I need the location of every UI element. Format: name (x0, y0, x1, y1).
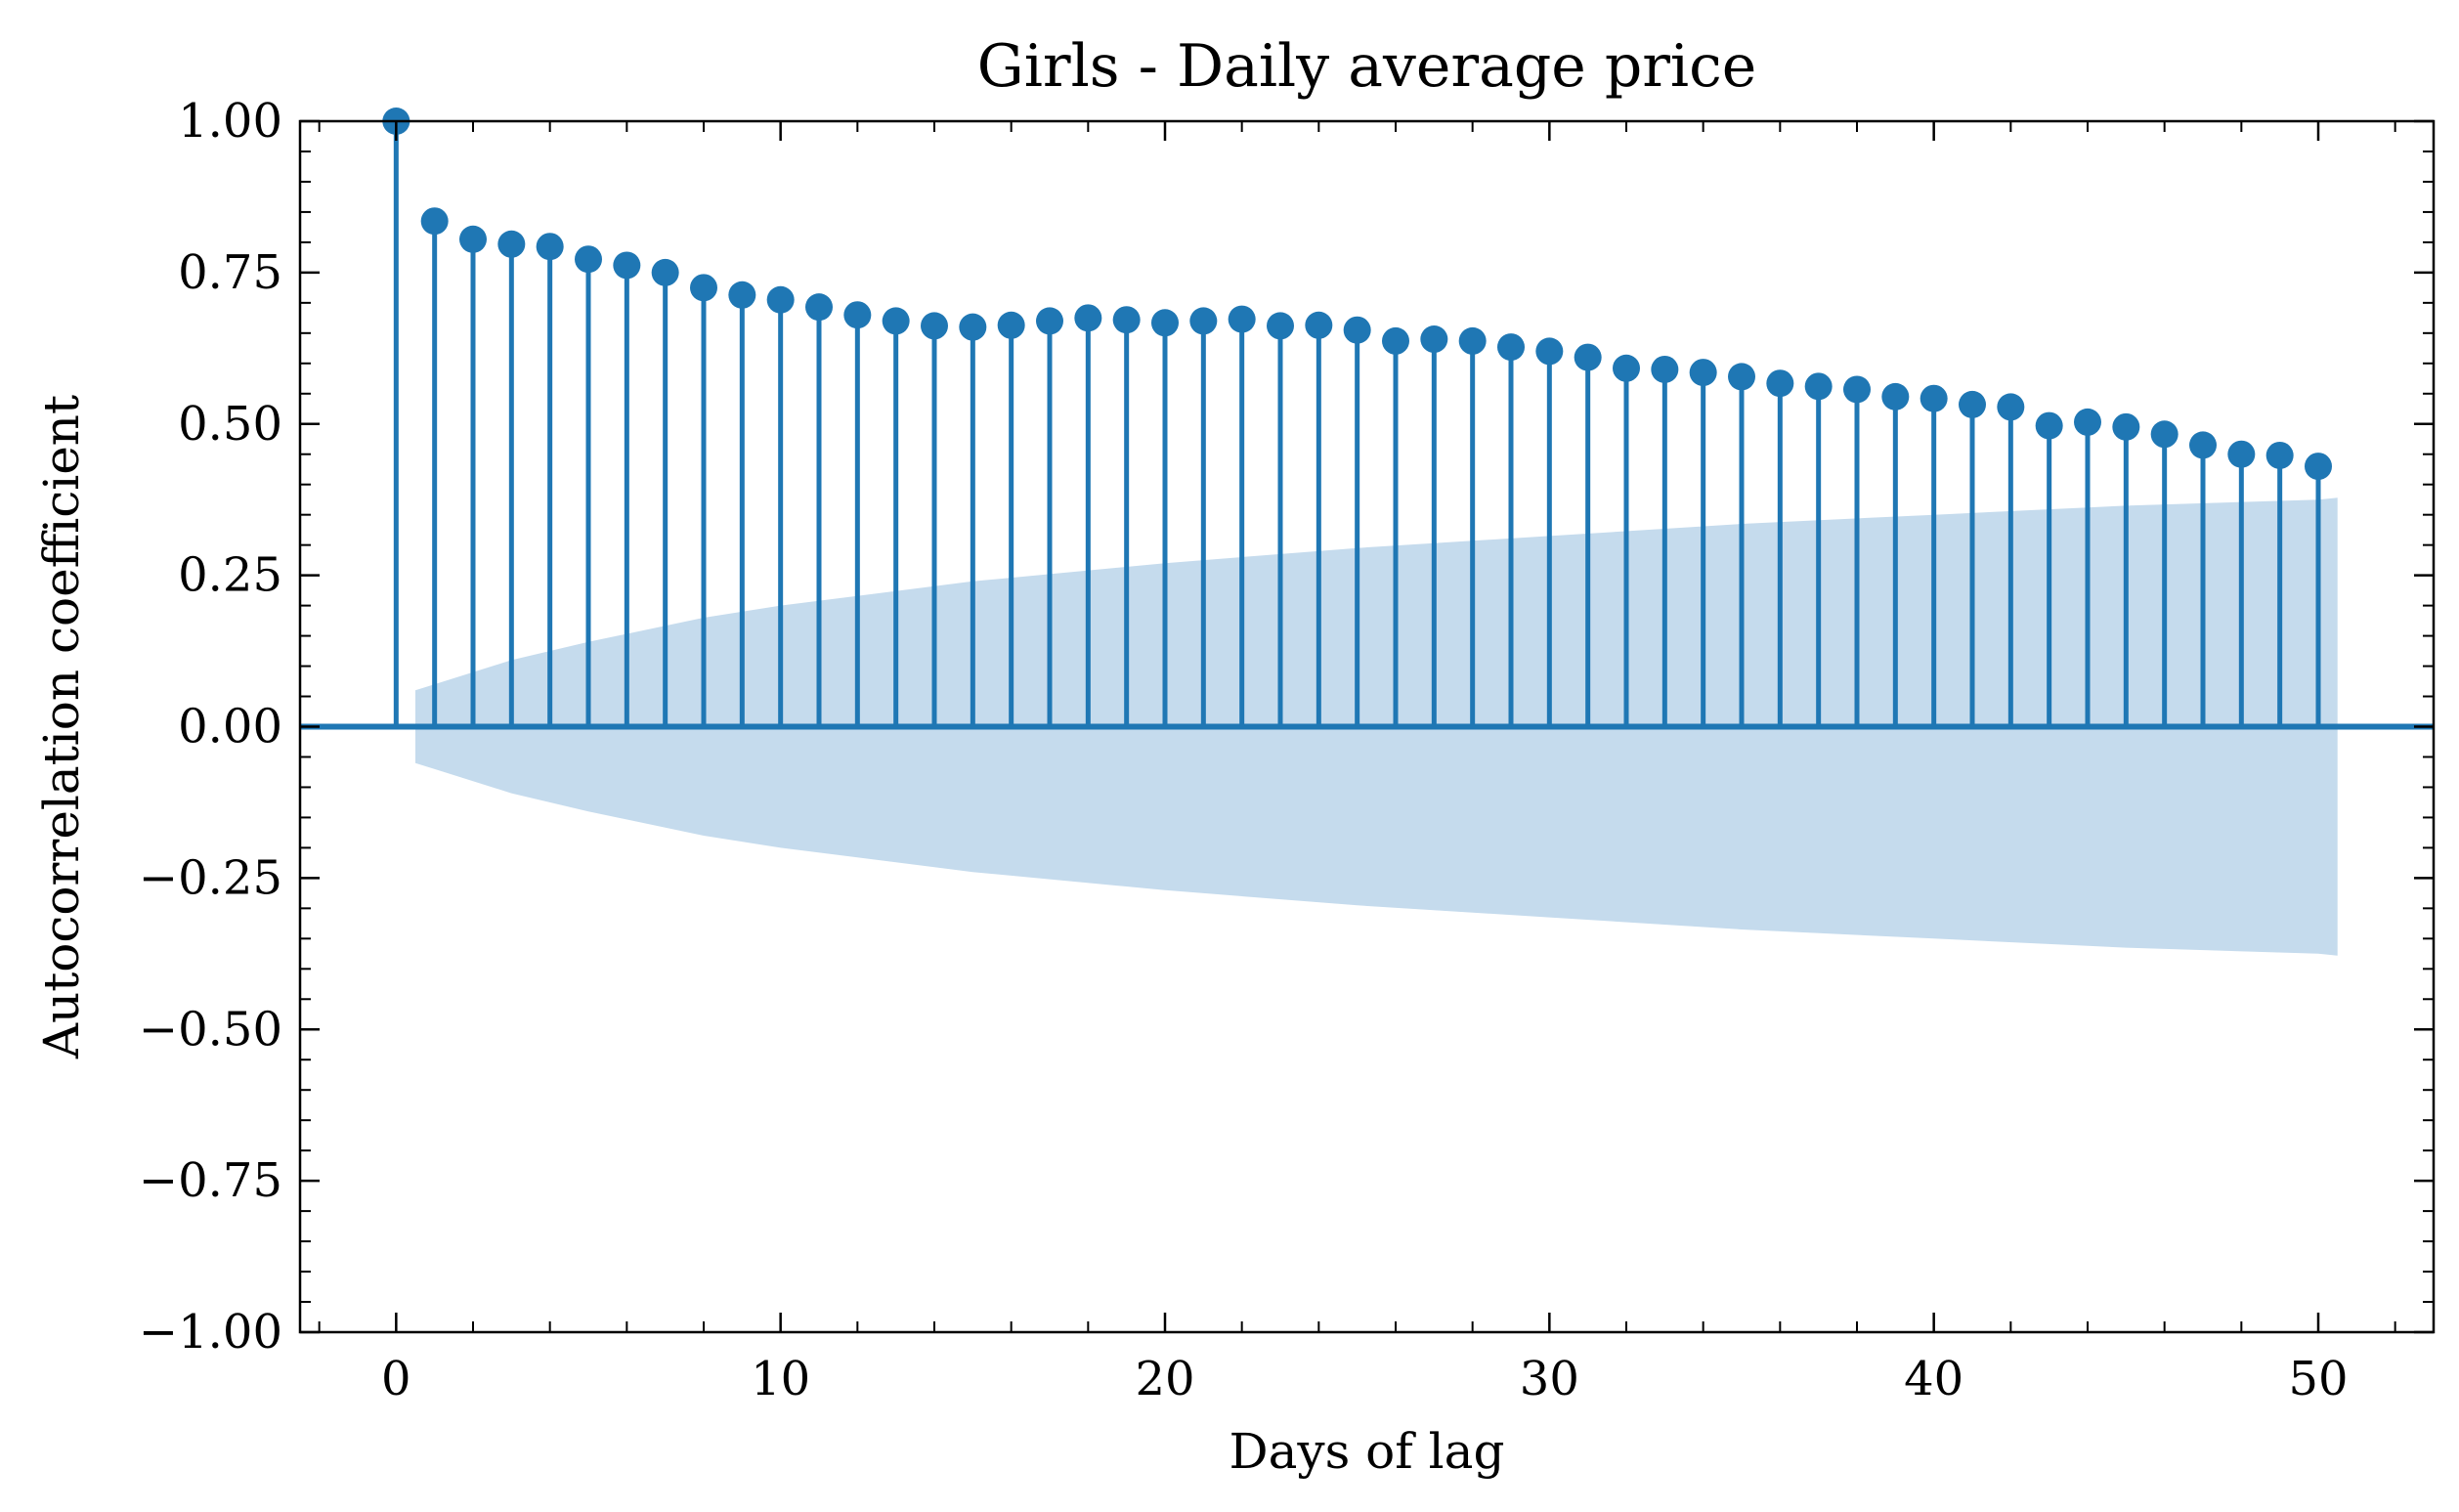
labels-layer: Girls - Daily average price Days of lag … (33, 32, 1756, 1480)
y-tick-label: 0.75 (178, 245, 282, 300)
stem-marker-lag-19 (1112, 306, 1141, 334)
stem-marker-lag-18 (1074, 304, 1102, 332)
stem-marker-lag-39 (1881, 382, 1910, 410)
stem-marker-lag-26 (1382, 326, 1409, 355)
x-tick-label: 10 (751, 1352, 810, 1406)
stem-marker-lag-43 (2035, 411, 2063, 440)
x-tick-label: 20 (1135, 1352, 1194, 1406)
stem-marker-lag-16 (997, 311, 1025, 339)
stem-marker-lag-47 (2189, 431, 2217, 459)
stem-marker-lag-21 (1189, 307, 1218, 335)
x-axis-label: Days of lag (1229, 1423, 1504, 1480)
y-tick-label: 0.25 (178, 548, 282, 603)
stem-marker-lag-31 (1574, 343, 1602, 371)
ticks-layer: 0 10 20 30 40 50 −1.00 −0.75 −0.50 −0.25 0.00 0.25 0… (139, 94, 2434, 1406)
y-tick-label: 0.00 (178, 700, 282, 755)
stem-marker-lag-29 (1497, 333, 1525, 362)
stem-marker-lag-22 (1228, 305, 1256, 333)
stem-marker-lag-9 (728, 281, 756, 309)
stem-marker-lag-38 (1843, 375, 1871, 404)
y-tick-label: −0.25 (139, 850, 282, 905)
y-tick-label: 0.50 (178, 397, 282, 452)
y-tick-label: −0.50 (139, 1002, 282, 1057)
x-tick-label: 40 (1904, 1352, 1963, 1406)
stem-marker-lag-20 (1151, 309, 1179, 337)
stem-marker-lag-35 (1728, 363, 1755, 391)
stem-marker-lag-1 (420, 207, 449, 236)
stem-marker-lag-3 (497, 230, 526, 258)
stem-marker-lag-34 (1689, 359, 1717, 387)
stem-marker-lag-14 (921, 312, 948, 340)
y-tick-label: −0.75 (139, 1153, 282, 1208)
stem-marker-lag-12 (843, 301, 872, 329)
y-tick-label: −1.00 (139, 1305, 282, 1360)
stems-layer (382, 108, 2332, 727)
stem-marker-lag-27 (1420, 325, 1448, 354)
y-tick-label: 1.00 (178, 94, 282, 149)
stem-marker-lag-4 (536, 233, 564, 261)
stem-marker-lag-28 (1458, 326, 1487, 355)
y-axis-label: Autocorrelation coefficient (33, 395, 90, 1059)
stem-marker-lag-8 (690, 274, 717, 302)
chart-title: Girls - Daily average price (977, 32, 1756, 101)
stem-marker-lag-32 (1613, 354, 1640, 382)
stem-marker-lag-24 (1305, 311, 1333, 339)
stem-marker-lag-13 (882, 307, 910, 335)
x-tick-label: 30 (1520, 1352, 1579, 1406)
stem-marker-lag-11 (805, 293, 833, 322)
stem-marker-lag-5 (575, 245, 602, 274)
stem-marker-lag-45 (2112, 412, 2140, 441)
stem-marker-lag-6 (613, 251, 641, 280)
stem-marker-lag-15 (959, 313, 987, 341)
stem-marker-lag-48 (2227, 440, 2256, 468)
stem-marker-lag-37 (1804, 372, 1833, 401)
x-tick-label: 50 (2288, 1352, 2348, 1406)
stem-marker-lag-44 (2074, 408, 2101, 436)
x-tick-label: 0 (381, 1352, 411, 1406)
stem-marker-lag-2 (459, 225, 487, 253)
stem-marker-lag-50 (2305, 453, 2332, 481)
stem-marker-lag-10 (766, 285, 795, 314)
stem-marker-lag-7 (651, 258, 679, 286)
stem-marker-lag-42 (1997, 393, 2025, 421)
stem-marker-lag-30 (1535, 337, 1564, 366)
stem-marker-lag-36 (1766, 369, 1794, 398)
stem-marker-lag-49 (2265, 441, 2294, 469)
stem-marker-lag-25 (1343, 316, 1371, 344)
stem-marker-lag-23 (1267, 312, 1294, 340)
stem-marker-lag-17 (1036, 307, 1063, 335)
stem-marker-lag-46 (2150, 420, 2179, 449)
stem-marker-lag-41 (1959, 390, 1986, 418)
stem-marker-lag-40 (1920, 384, 1948, 412)
stem-marker-lag-33 (1651, 355, 1679, 383)
